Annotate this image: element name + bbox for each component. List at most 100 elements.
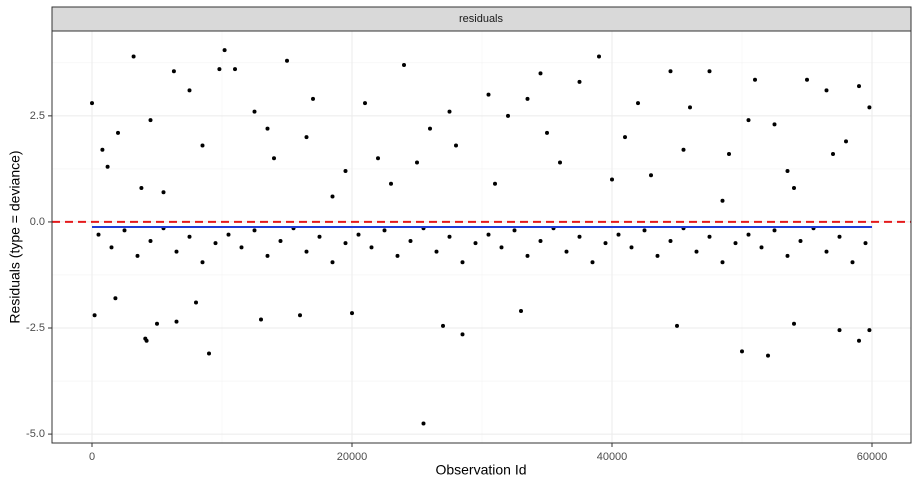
point	[824, 249, 829, 254]
point	[155, 321, 160, 326]
point	[109, 245, 114, 250]
point	[376, 156, 381, 161]
point	[285, 58, 290, 63]
point	[844, 139, 849, 144]
point	[217, 67, 222, 72]
point	[519, 309, 524, 314]
point	[590, 260, 595, 265]
point	[265, 126, 270, 131]
y-tick-label: -5.0	[26, 428, 45, 440]
point	[454, 143, 459, 148]
point	[239, 245, 244, 250]
panel-border	[51, 30, 912, 444]
point	[116, 130, 121, 135]
point	[350, 311, 355, 316]
point	[675, 323, 680, 328]
point	[867, 328, 872, 333]
point	[330, 260, 335, 265]
point	[304, 249, 309, 254]
point	[733, 241, 738, 246]
point	[113, 296, 118, 301]
point	[785, 253, 790, 258]
point	[447, 234, 452, 239]
point	[447, 109, 452, 114]
point	[252, 109, 257, 114]
point	[707, 234, 712, 239]
point	[90, 101, 95, 106]
point	[434, 249, 439, 254]
point	[610, 177, 615, 182]
point	[506, 113, 511, 118]
point	[857, 338, 862, 343]
point	[746, 232, 751, 237]
point	[616, 232, 621, 237]
point	[369, 245, 374, 250]
point	[408, 239, 413, 244]
point	[720, 198, 725, 203]
point	[867, 105, 872, 110]
y-tick-label: -2.5	[26, 322, 45, 334]
point	[577, 234, 582, 239]
point	[694, 249, 699, 254]
point	[538, 71, 543, 76]
point	[135, 253, 140, 258]
point	[538, 239, 543, 244]
point	[857, 84, 862, 89]
point	[740, 349, 745, 354]
point	[746, 118, 751, 123]
point	[493, 181, 498, 186]
strip	[51, 6, 912, 32]
point	[629, 245, 634, 250]
point	[122, 228, 127, 233]
point	[824, 88, 829, 93]
point	[473, 241, 478, 246]
point	[759, 245, 764, 250]
point	[577, 79, 582, 84]
x-tick-label: 40000	[597, 451, 628, 463]
point	[343, 241, 348, 246]
point	[668, 69, 673, 74]
point	[460, 332, 465, 337]
point	[298, 313, 303, 318]
point	[642, 228, 647, 233]
point	[727, 152, 732, 157]
point	[837, 328, 842, 333]
point	[402, 62, 407, 67]
point	[792, 321, 797, 326]
point	[96, 232, 101, 237]
point	[636, 101, 641, 106]
point	[668, 239, 673, 244]
point	[317, 234, 322, 239]
point	[311, 96, 316, 101]
x-tick-label: 60000	[857, 451, 888, 463]
point	[428, 126, 433, 131]
point	[278, 239, 283, 244]
point	[837, 234, 842, 239]
point	[753, 77, 758, 82]
x-tick-label: 0	[89, 451, 95, 463]
point	[720, 260, 725, 265]
point	[486, 232, 491, 237]
point	[421, 421, 426, 426]
point	[131, 54, 136, 59]
point	[363, 101, 368, 106]
point	[233, 67, 238, 72]
point	[213, 241, 218, 246]
point	[831, 152, 836, 157]
point	[330, 194, 335, 199]
point	[597, 54, 602, 59]
point	[200, 143, 205, 148]
strip-label: residuals	[459, 13, 504, 25]
point	[792, 185, 797, 190]
y-tick-label: 0.0	[30, 216, 45, 228]
point	[545, 130, 550, 135]
point	[805, 77, 810, 82]
point	[460, 260, 465, 265]
point	[105, 164, 110, 169]
point	[356, 232, 361, 237]
y-tick-label: 2.5	[30, 110, 45, 122]
point	[395, 253, 400, 258]
point	[850, 260, 855, 265]
point	[343, 169, 348, 174]
